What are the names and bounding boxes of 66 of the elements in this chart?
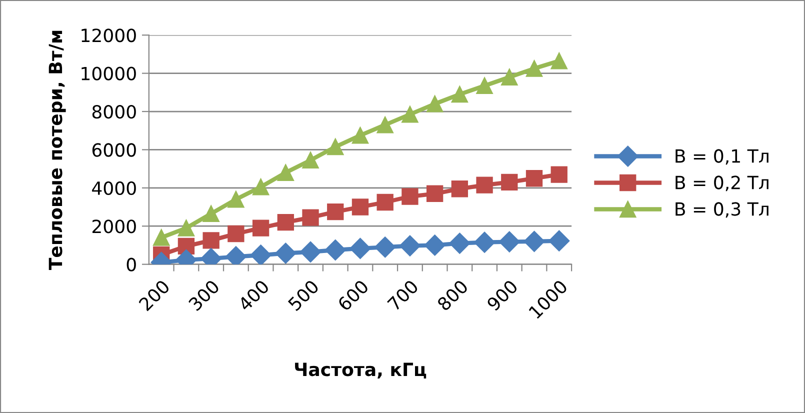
point: [250, 244, 272, 264]
x-tick-label: 900: [486, 279, 518, 312]
point: [202, 232, 220, 249]
y-tick-label: 8000: [92, 104, 136, 119]
point: [252, 178, 270, 196]
point: [178, 220, 195, 236]
point: [449, 232, 470, 254]
point: [548, 230, 570, 252]
point: [225, 246, 246, 264]
point: [228, 225, 244, 242]
point: [451, 86, 468, 103]
point: [228, 191, 244, 208]
point: [501, 68, 518, 86]
y-tick-label: 2000: [92, 220, 136, 234]
point: [350, 238, 371, 259]
point: [324, 239, 346, 261]
point: [300, 241, 322, 262]
x-tick-label: 300: [188, 279, 220, 312]
y-tick-label: 6000: [92, 143, 136, 157]
x-tick-label: 600: [336, 279, 370, 312]
y-tick-label: 12000: [82, 28, 136, 42]
legend-label: B = 0,3 Тл: [676, 202, 768, 218]
x-tick-label: 200: [138, 279, 170, 312]
point: [275, 242, 296, 264]
point: [526, 60, 543, 77]
x-tick-label: 700: [386, 279, 419, 312]
x-tick-label: 800: [436, 279, 469, 312]
point: [352, 127, 369, 144]
point: [424, 234, 446, 256]
x-tick-label: 500: [287, 279, 320, 312]
legend-label: B = 0,2 Тл: [676, 176, 768, 192]
point: [376, 194, 394, 211]
point: [498, 231, 520, 252]
point: [352, 198, 369, 216]
point: [451, 180, 468, 198]
point: [302, 209, 319, 226]
point: [426, 96, 444, 112]
point: [402, 188, 418, 205]
point: [476, 77, 493, 94]
point: [402, 106, 418, 123]
point: [252, 220, 270, 236]
point: [374, 236, 396, 258]
point: [277, 164, 294, 181]
point: [302, 152, 319, 169]
point: [202, 205, 220, 222]
point: [550, 52, 568, 70]
point: [376, 116, 394, 134]
point: [399, 235, 420, 256]
x-tick-label: 400: [237, 279, 270, 312]
point: [327, 138, 344, 156]
point: [526, 170, 543, 187]
point: [474, 232, 496, 253]
point: [476, 176, 493, 194]
point: [277, 214, 294, 231]
point: [426, 185, 444, 202]
point: [327, 203, 344, 220]
point: [524, 230, 545, 252]
y-tick-label: 0: [126, 258, 136, 272]
y-axis-title: Тепловые потери, Вт/м: [48, 30, 66, 270]
point: [153, 229, 170, 246]
y-tick-label: 4000: [92, 181, 136, 196]
legend-label: B = 0,1 Тл: [676, 149, 768, 165]
point: [501, 174, 518, 191]
point: [550, 166, 568, 183]
y-tick-label: 10000: [82, 66, 136, 80]
x-axis-title: Частота, кГц: [295, 362, 426, 379]
